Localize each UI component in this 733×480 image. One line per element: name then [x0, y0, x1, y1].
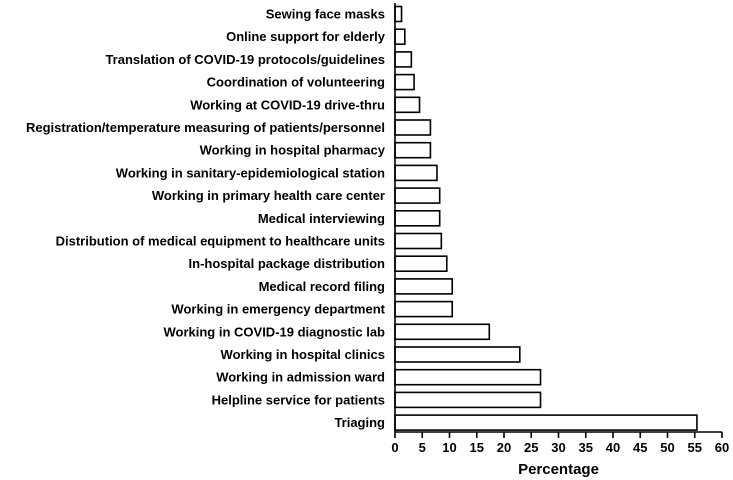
category-label: Sewing face masks: [266, 7, 385, 22]
x-tick-label: 50: [660, 440, 674, 455]
bar: [394, 119, 432, 136]
x-tick-label: 15: [470, 440, 484, 455]
category-label: Online support for elderly: [226, 29, 386, 44]
category-label: Medical interviewing: [258, 211, 385, 226]
bar: [394, 96, 421, 114]
x-tick-label: 40: [606, 440, 620, 455]
x-tick-label: 25: [524, 440, 538, 455]
bar: [394, 210, 441, 227]
category-label: Triaging: [334, 415, 385, 430]
category-label: Distribution of medical equipment to hea…: [56, 234, 385, 249]
category-label: Helpline service for patients: [212, 392, 385, 407]
x-tick-label: 30: [551, 440, 565, 455]
bar: [394, 414, 698, 431]
category-label: Working at COVID-19 drive-thru: [190, 97, 385, 112]
x-tick-label: 55: [688, 440, 702, 455]
bar: [394, 5, 403, 23]
bar: [394, 391, 542, 409]
bar: [394, 346, 521, 363]
x-axis-ticks: 0 5 10 15 20 25 30 35 40 45 50 55 60: [391, 432, 729, 455]
bar: [394, 300, 454, 318]
category-label: Working in hospital pharmacy: [200, 143, 386, 158]
x-tick-label: 45: [633, 440, 647, 455]
bar: [394, 164, 438, 182]
x-tick-label: 10: [442, 440, 456, 455]
x-tick-label: 0: [391, 440, 398, 455]
bar: [394, 28, 406, 46]
bar: [394, 187, 441, 204]
bar: [394, 232, 443, 250]
bar: [394, 51, 413, 68]
category-label: Coordination of volunteering: [207, 75, 385, 90]
bar: [394, 323, 491, 341]
bar: [394, 73, 415, 91]
category-label: Translation of COVID-19 protocols/guidel…: [105, 52, 385, 67]
bars-group: [394, 5, 698, 431]
x-tick-label: 35: [579, 440, 593, 455]
category-label: Working in sanitary-epidemiological stat…: [116, 165, 385, 180]
category-label: Working in emergency department: [171, 302, 385, 317]
category-label: In-hospital package distribution: [189, 256, 386, 271]
category-label: Medical record filing: [259, 279, 385, 294]
bar: [394, 278, 454, 295]
bar: [394, 141, 432, 159]
category-label: Working in primary health care center: [152, 188, 385, 203]
category-label: Working in hospital clinics: [221, 347, 385, 362]
x-tick-label: 5: [419, 440, 426, 455]
category-labels: Sewing face masks Online support for elde…: [26, 7, 386, 431]
x-tick-label: 20: [497, 440, 511, 455]
bar: [394, 255, 448, 273]
x-axis-title: Percentage: [518, 461, 599, 478]
x-tick-label: 60: [715, 440, 729, 455]
category-label: Registration/temperature measuring of pa…: [26, 120, 385, 135]
bar: [394, 368, 542, 386]
category-label: Working in COVID-19 diagnostic lab: [163, 324, 385, 339]
category-label: Working in admission ward: [216, 370, 385, 385]
